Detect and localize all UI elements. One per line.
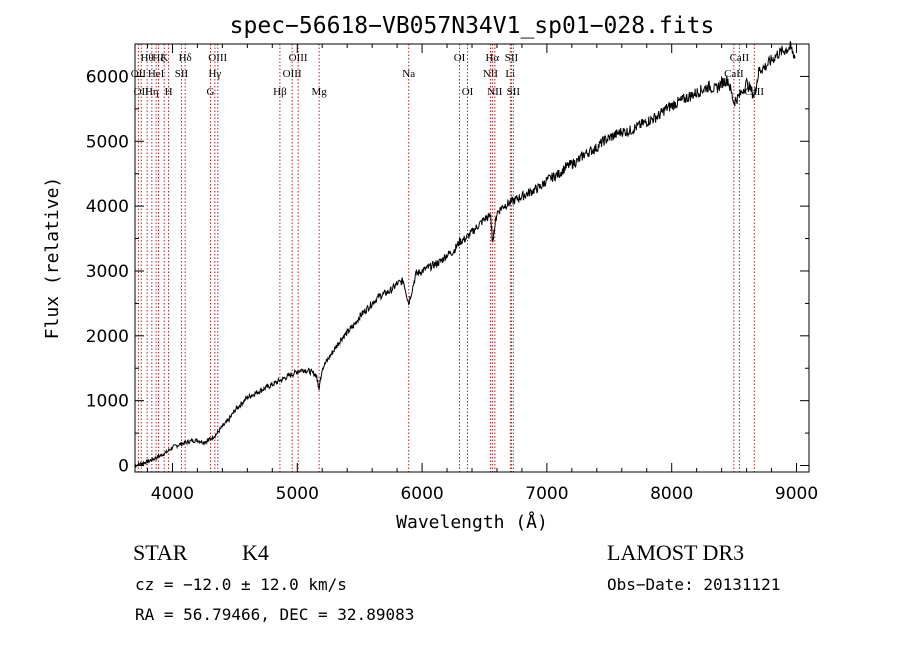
x-tick-label-1: 5000	[276, 484, 319, 504]
line-label-8: SII	[175, 68, 189, 80]
y-axis: 0 1000 2000 3000 4000 5000 6000	[86, 43, 809, 477]
y-tick-label-4: 4000	[86, 197, 129, 217]
redshift-value: cz = −12.0 ± 12.0 km/s	[135, 575, 347, 594]
y-axis-label: Flux (relative)	[42, 177, 63, 340]
line-label-2: Hθ	[140, 52, 153, 64]
line-label-23: Li	[505, 68, 515, 80]
line-label-9: Hδ	[179, 52, 192, 64]
line-label-21: Hα	[485, 52, 499, 64]
line-label-11: Hγ	[208, 68, 221, 80]
y-tick-label-1: 1000	[86, 392, 129, 412]
x-tick-label-3: 7000	[525, 484, 568, 504]
observation-date: Obs−Date: 20131121	[607, 575, 780, 594]
y-tick-label-5: 5000	[86, 132, 129, 152]
line-label-5: Hζ	[152, 52, 165, 64]
x-tick-label-2: 6000	[400, 484, 443, 504]
line-label-13: Hβ	[273, 86, 287, 98]
line-label-10: G	[207, 86, 215, 98]
line-label-16: Mg	[311, 86, 327, 98]
line-label-6: K	[160, 52, 168, 64]
line-label-14: OIII	[283, 68, 302, 80]
line-label-12: OIII	[208, 52, 227, 64]
x-tick-label-5: 9000	[775, 484, 818, 504]
series-layer	[134, 41, 796, 468]
line-label-4: HeI	[148, 68, 165, 80]
chart-title: spec−56618−VB057N34V1_sp01−028.fits	[230, 13, 715, 39]
line-label-19: OI	[462, 86, 474, 98]
survey-name: LAMOST DR3	[607, 540, 744, 565]
line-label-24: SII	[505, 52, 519, 64]
line-label-20: NII	[483, 68, 499, 80]
line-label-0: OII	[131, 68, 147, 80]
x-axis: 4000 5000 6000 7000 8000 9000	[146, 44, 818, 504]
y-tick-label-6: 6000	[86, 67, 129, 87]
line-label-17: Na	[402, 68, 415, 80]
coordinates: RA = 56.79466, DEC = 32.89083	[135, 605, 414, 624]
line-label-15: OIII	[289, 52, 308, 64]
line-label-7: H	[165, 86, 173, 98]
y-tick-label-2: 2000	[86, 327, 129, 347]
line-label-22: NII	[487, 86, 503, 98]
object-class: STAR	[133, 540, 188, 565]
spectral-line-markers: OIIOIIHθHηHeIHζKHSIIHδGHγOIIIHβOIIIOIIIM…	[131, 44, 764, 472]
x-tick-label-0: 4000	[151, 484, 194, 504]
line-label-1: OII	[134, 86, 150, 98]
line-label-25: SII	[507, 86, 521, 98]
y-tick-label-3: 3000	[86, 262, 129, 282]
line-label-27: CaII	[730, 52, 750, 64]
line-label-3: Hη	[145, 86, 159, 98]
x-axis-label: Wavelength (Å)	[396, 511, 548, 533]
x-tick-label-4: 8000	[650, 484, 693, 504]
series-line-spectrum	[134, 41, 796, 468]
y-tick-label-0: 0	[118, 457, 129, 477]
object-subclass: K4	[242, 540, 269, 565]
line-label-18: OI	[454, 52, 466, 64]
